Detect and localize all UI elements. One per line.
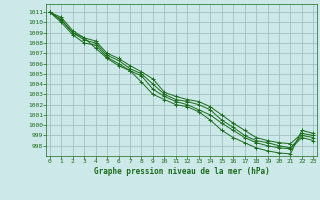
X-axis label: Graphe pression niveau de la mer (hPa): Graphe pression niveau de la mer (hPa) <box>94 167 269 176</box>
